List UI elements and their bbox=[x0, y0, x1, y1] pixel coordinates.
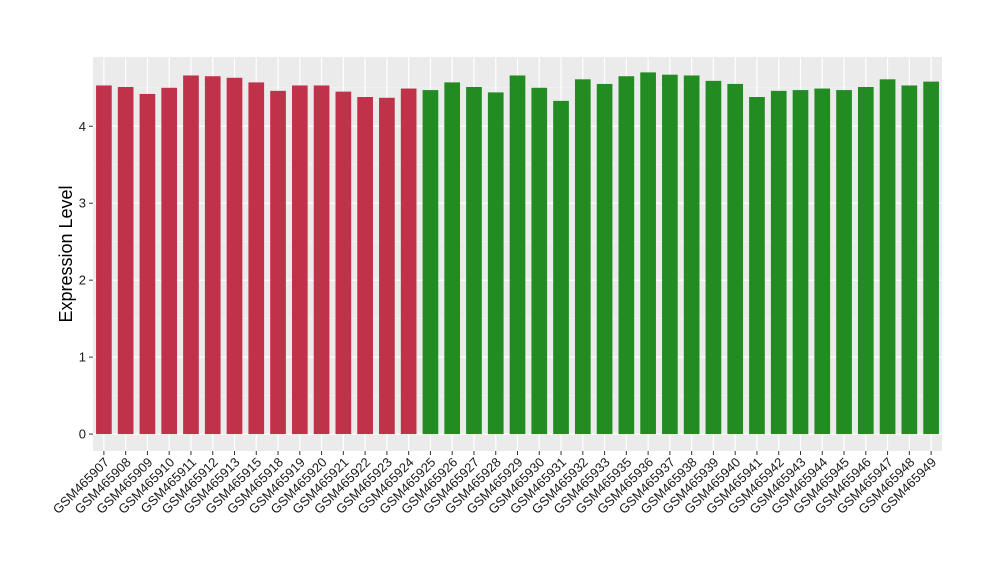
bar-GSM465947 bbox=[879, 79, 896, 435]
bar-GSM465907 bbox=[96, 85, 112, 435]
bar-GSM465926 bbox=[444, 82, 461, 435]
bar-GSM465946 bbox=[857, 87, 874, 435]
bar-GSM465921 bbox=[335, 91, 352, 435]
bar-GSM465927 bbox=[466, 87, 482, 435]
bar-GSM465933 bbox=[596, 83, 613, 435]
bar-GSM465912 bbox=[204, 76, 221, 435]
bar-GSM465923 bbox=[379, 97, 395, 435]
y-tick-label: 3 bbox=[79, 196, 86, 211]
y-axis-title: Expression Level bbox=[56, 185, 76, 322]
y-tick-label: 4 bbox=[79, 119, 86, 134]
bar-GSM465928 bbox=[487, 92, 504, 435]
bar-GSM465942 bbox=[770, 90, 787, 435]
bar-GSM465910 bbox=[161, 87, 178, 435]
bar-GSM465919 bbox=[291, 85, 308, 435]
bar-GSM465938 bbox=[683, 75, 700, 435]
bar-GSM465931 bbox=[553, 100, 569, 435]
bar-GSM465940 bbox=[727, 83, 744, 435]
bar-GSM465908 bbox=[117, 87, 134, 435]
bar-GSM465922 bbox=[357, 97, 373, 435]
bar-GSM465935 bbox=[618, 76, 635, 435]
bar-GSM465925 bbox=[422, 90, 439, 435]
bar-GSM465930 bbox=[531, 87, 548, 435]
bar-GSM465915 bbox=[248, 82, 265, 435]
bar-GSM465909 bbox=[139, 93, 156, 435]
y-tick-label: 0 bbox=[79, 427, 86, 442]
bar-GSM465948 bbox=[901, 85, 918, 435]
bar-GSM465920 bbox=[313, 85, 330, 435]
bar-GSM465918 bbox=[270, 90, 286, 435]
bars bbox=[96, 72, 939, 435]
bar-GSM465945 bbox=[836, 90, 852, 435]
bar-GSM465913 bbox=[226, 77, 243, 435]
y-tick-label: 2 bbox=[79, 273, 86, 288]
bar-GSM465939 bbox=[705, 80, 722, 435]
bar-GSM465929 bbox=[509, 75, 526, 435]
y-tick-label: 1 bbox=[79, 350, 86, 365]
bar-GSM465943 bbox=[792, 90, 809, 435]
bar-GSM465941 bbox=[749, 97, 765, 435]
bar-GSM465944 bbox=[814, 88, 831, 435]
bar-GSM465949 bbox=[923, 81, 939, 435]
bar-GSM465924 bbox=[400, 88, 417, 435]
x-axis: GSM465907GSM465908GSM465909GSM465910GSM4… bbox=[50, 451, 939, 517]
bar-GSM465936 bbox=[640, 72, 656, 435]
bar-GSM465937 bbox=[662, 74, 678, 435]
y-axis: 0 1 2 3 4 bbox=[79, 119, 93, 442]
bar-GSM465911 bbox=[183, 75, 199, 435]
bar-GSM465932 bbox=[574, 79, 591, 435]
